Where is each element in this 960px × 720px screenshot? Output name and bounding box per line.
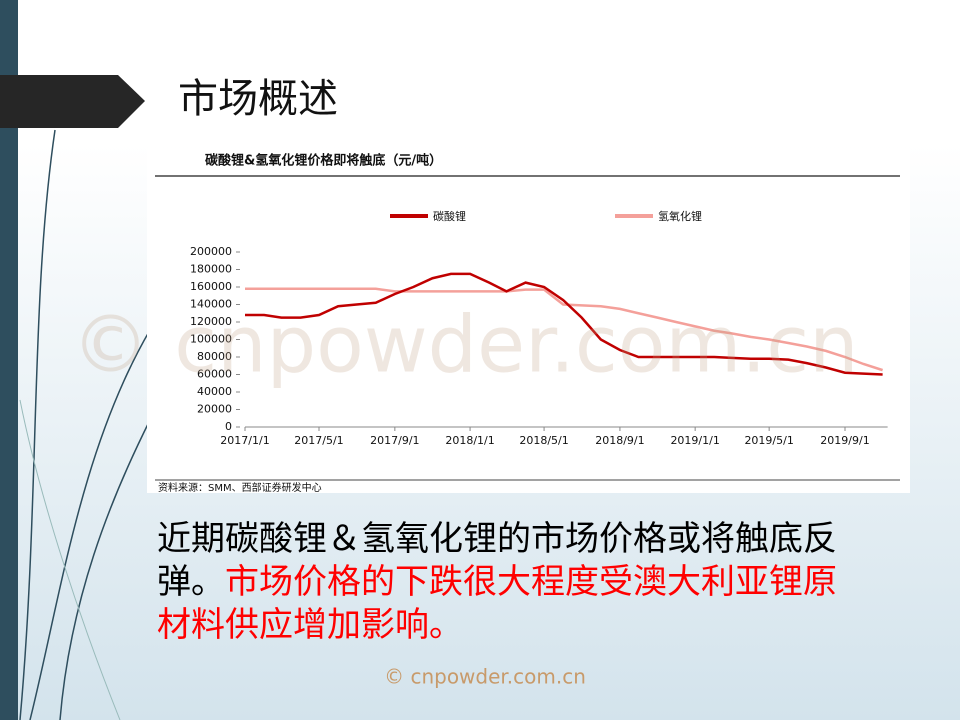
watermark: © cnpowder.com.cn bbox=[71, 300, 858, 390]
body-text: 近期碳酸锂＆氢氧化锂的市场价格或将触底反弹。市场价格的下跌很大程度受澳大利亚锂原… bbox=[157, 518, 857, 647]
body-segment: 市场价格的下跌很大程度受澳大利亚锂原材料供应增加影响。 bbox=[157, 562, 837, 645]
legend-label: 氢氧化锂 bbox=[658, 209, 702, 223]
x-tick-label: 2017/5/1 bbox=[294, 434, 343, 447]
deco-line bbox=[59, 419, 151, 720]
deco-line bbox=[19, 129, 56, 720]
x-tick-label: 2018/1/1 bbox=[445, 434, 494, 447]
chart-source: 资料来源：SMM、西部证券研发中心 bbox=[158, 481, 322, 494]
chart-background bbox=[147, 148, 910, 493]
y-tick-label: 200000 bbox=[190, 245, 232, 258]
x-tick-label: 2019/9/1 bbox=[820, 434, 869, 447]
title-arrow bbox=[0, 75, 145, 128]
x-tick-label: 2019/5/1 bbox=[744, 434, 793, 447]
y-tick-label: 100000 bbox=[190, 333, 232, 346]
x-tick-label: 2017/9/1 bbox=[370, 434, 419, 447]
series-line bbox=[245, 287, 883, 372]
deco-line bbox=[19, 399, 121, 720]
side-strip bbox=[0, 0, 18, 720]
y-tick-label: 160000 bbox=[190, 280, 232, 293]
series-line bbox=[245, 272, 883, 376]
x-tick-label: 2017/1/1 bbox=[220, 434, 269, 447]
y-tick-label: 120000 bbox=[190, 315, 232, 328]
y-tick-label: 40000 bbox=[197, 385, 232, 398]
slide-title: 市场概述 bbox=[178, 76, 338, 122]
x-tick-label: 2018/5/1 bbox=[519, 434, 568, 447]
deco-line bbox=[29, 329, 151, 720]
x-tick-label: 2018/9/1 bbox=[595, 434, 644, 447]
y-tick-label: 140000 bbox=[190, 298, 232, 311]
legend-label: 碳酸锂 bbox=[433, 209, 466, 223]
y-tick-label: 180000 bbox=[190, 263, 232, 276]
x-tick-label: 2019/1/1 bbox=[670, 434, 719, 447]
y-tick-label: 0 bbox=[225, 420, 232, 433]
body-segment: 近期碳酸锂＆氢氧化锂的市场价格或将触底反弹。 bbox=[157, 519, 837, 602]
y-tick-label: 20000 bbox=[197, 403, 232, 416]
footer-watermark: © cnpowder.com.cn bbox=[384, 665, 586, 689]
y-tick-label: 60000 bbox=[197, 368, 232, 381]
y-tick-label: 80000 bbox=[197, 350, 232, 363]
chart-title: 碳酸锂&氢氧化锂价格即将触底（元/吨） bbox=[205, 153, 442, 169]
